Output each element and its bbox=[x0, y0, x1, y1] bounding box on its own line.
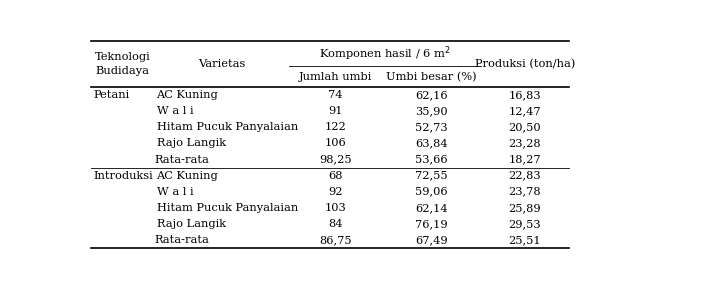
Text: 20,50: 20,50 bbox=[508, 122, 541, 132]
Text: 18,27: 18,27 bbox=[508, 154, 541, 164]
Text: 59,06: 59,06 bbox=[415, 187, 447, 197]
Text: 25,89: 25,89 bbox=[508, 203, 541, 213]
Text: 62,14: 62,14 bbox=[415, 203, 447, 213]
Text: Varietas: Varietas bbox=[198, 59, 245, 69]
Text: 72,55: 72,55 bbox=[415, 170, 447, 180]
Text: 67,49: 67,49 bbox=[415, 235, 447, 245]
Text: Petani: Petani bbox=[93, 90, 130, 100]
Text: 91: 91 bbox=[329, 106, 343, 116]
Text: AC Kuning: AC Kuning bbox=[156, 90, 218, 100]
Text: 74: 74 bbox=[329, 90, 343, 100]
Text: 62,16: 62,16 bbox=[415, 90, 447, 100]
Text: Umbi besar (%): Umbi besar (%) bbox=[386, 72, 476, 82]
Text: Rajo Langik: Rajo Langik bbox=[156, 219, 226, 229]
Text: Teknologi
Budidaya: Teknologi Budidaya bbox=[95, 52, 151, 76]
Text: 52,73: 52,73 bbox=[415, 122, 447, 132]
Text: Rata-rata: Rata-rata bbox=[154, 235, 210, 245]
Text: W a l i: W a l i bbox=[156, 106, 193, 116]
Text: W a l i: W a l i bbox=[156, 187, 193, 197]
Text: 35,90: 35,90 bbox=[415, 106, 447, 116]
Text: Rata-rata: Rata-rata bbox=[154, 154, 210, 164]
Text: 63,84: 63,84 bbox=[415, 138, 447, 148]
Text: 23,28: 23,28 bbox=[508, 138, 541, 148]
Text: Komponen hasil / 6 m$^2$: Komponen hasil / 6 m$^2$ bbox=[319, 44, 450, 63]
Text: 29,53: 29,53 bbox=[508, 219, 541, 229]
Text: 68: 68 bbox=[329, 170, 343, 180]
Text: 16,83: 16,83 bbox=[508, 90, 541, 100]
Text: 76,19: 76,19 bbox=[415, 219, 447, 229]
Text: 122: 122 bbox=[324, 122, 346, 132]
Text: 84: 84 bbox=[329, 219, 343, 229]
Text: Hitam Pucuk Panyalaian: Hitam Pucuk Panyalaian bbox=[156, 203, 298, 213]
Text: Hitam Pucuk Panyalaian: Hitam Pucuk Panyalaian bbox=[156, 122, 298, 132]
Text: Rajo Langik: Rajo Langik bbox=[156, 138, 226, 148]
Text: 22,83: 22,83 bbox=[508, 170, 541, 180]
Text: 86,75: 86,75 bbox=[319, 235, 352, 245]
Text: Introduksi: Introduksi bbox=[93, 170, 153, 180]
Text: 12,47: 12,47 bbox=[508, 106, 541, 116]
Text: Jumlah umbi: Jumlah umbi bbox=[299, 72, 372, 82]
Text: 106: 106 bbox=[324, 138, 346, 148]
Text: 103: 103 bbox=[324, 203, 346, 213]
Text: 98,25: 98,25 bbox=[319, 154, 352, 164]
Text: 25,51: 25,51 bbox=[508, 235, 541, 245]
Text: AC Kuning: AC Kuning bbox=[156, 170, 218, 180]
Text: Produksi (ton/ha): Produksi (ton/ha) bbox=[474, 59, 575, 69]
Text: 92: 92 bbox=[329, 187, 343, 197]
Text: 23,78: 23,78 bbox=[508, 187, 541, 197]
Text: 53,66: 53,66 bbox=[415, 154, 447, 164]
